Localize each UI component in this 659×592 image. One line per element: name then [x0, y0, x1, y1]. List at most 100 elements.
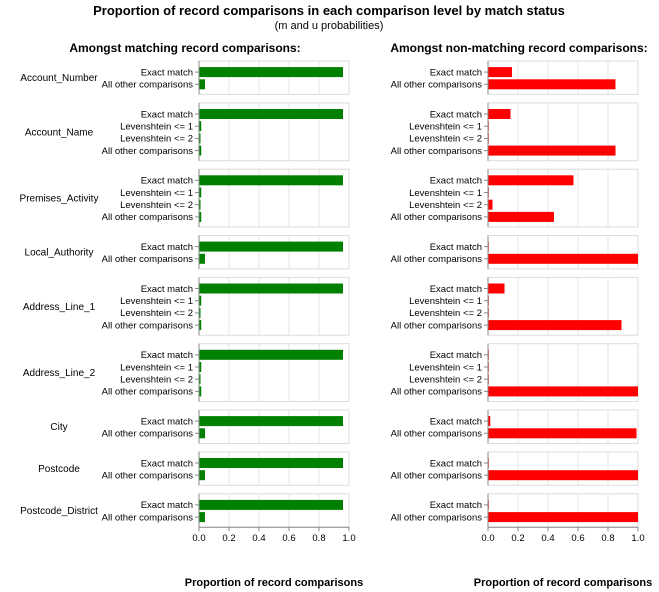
bar: [199, 79, 205, 90]
bar: [199, 187, 202, 198]
bar: [199, 283, 343, 294]
level-label: Levenshtein <= 1: [120, 188, 193, 199]
facet-frame: [198, 451, 350, 486]
level-label: Exact match: [430, 350, 482, 361]
bar: [488, 320, 622, 331]
bar: [199, 295, 202, 306]
bar: [199, 109, 343, 119]
level-label: Levenshtein <= 2: [120, 375, 193, 386]
level-label: Exact match: [141, 176, 193, 187]
level-label: All other comparisons: [391, 320, 483, 331]
panel-title-matching: Amongst matching record comparisons:: [69, 41, 300, 55]
bar: [199, 416, 343, 427]
bar: [199, 499, 343, 510]
level-label: Exact match: [141, 350, 193, 361]
facet-frame: [487, 235, 639, 270]
bar: [199, 428, 205, 439]
level-label: Levenshtein <= 2: [409, 375, 482, 386]
feature-label: Premises_Activity: [20, 194, 99, 205]
bar: [488, 211, 554, 222]
level-label: Exact match: [141, 458, 193, 469]
bar: [488, 470, 638, 481]
bar: [199, 349, 343, 360]
level-label: All other comparisons: [102, 80, 194, 91]
x-tick-label: 0.2: [511, 533, 524, 544]
bar: [199, 320, 202, 331]
bar: [199, 241, 343, 252]
facet-frame: [487, 60, 639, 95]
bar: [488, 145, 616, 156]
bar: [199, 175, 343, 186]
level-label: Exact match: [430, 176, 482, 187]
x-tick-label: 0.0: [192, 533, 205, 544]
level-label: Exact match: [430, 500, 482, 511]
level-label: Levenshtein <= 2: [120, 134, 193, 145]
feature-label: Account_Number: [20, 73, 98, 84]
bar: [199, 512, 205, 523]
level-label: Exact match: [141, 109, 193, 120]
x-tick-label: 0.0: [481, 533, 494, 544]
level-label: Exact match: [430, 284, 482, 295]
level-label: Exact match: [430, 109, 482, 120]
level-label: All other comparisons: [102, 387, 194, 398]
facet-frame: [198, 409, 350, 444]
bar: [199, 211, 202, 222]
bar: [488, 428, 637, 439]
level-label: Levenshtein <= 1: [120, 362, 193, 373]
x-tick-label: 0.6: [282, 533, 295, 544]
bar: [199, 253, 205, 264]
bar: [199, 307, 201, 318]
bar: [199, 133, 201, 144]
bar: [488, 67, 512, 78]
level-label: Exact match: [430, 416, 482, 427]
chart-title: Proportion of record comparisons in each…: [93, 3, 565, 18]
bar: [488, 175, 574, 186]
facet-frame: [487, 409, 639, 444]
feature-label: City: [50, 422, 67, 433]
level-label: Levenshtein <= 2: [409, 200, 482, 211]
bar: [488, 253, 638, 264]
facet-frame: [198, 493, 350, 528]
level-label: All other comparisons: [391, 80, 483, 91]
facet-frame: [487, 493, 639, 528]
x-tick-label: 0.2: [222, 533, 235, 544]
plot-area: Account_Number Exact match All other compa…: [20, 60, 645, 544]
feature-label: Account_Name: [25, 127, 94, 138]
bar: [488, 386, 638, 397]
level-label: All other comparisons: [102, 471, 194, 482]
level-label: Levenshtein <= 2: [120, 308, 193, 319]
level-label: Exact match: [430, 67, 482, 78]
x-tick-label: 1.0: [342, 533, 355, 544]
bar: [199, 199, 201, 210]
bar: [199, 145, 202, 156]
bar: [488, 109, 511, 119]
level-label: All other comparisons: [102, 429, 194, 440]
level-label: All other comparisons: [391, 429, 483, 440]
x-tick-label: 0.4: [541, 533, 554, 544]
bar: [488, 416, 491, 427]
x-axis-label-nonmatching: Proportion of record comparisons: [474, 577, 652, 589]
level-label: All other comparisons: [391, 146, 483, 157]
level-label: Exact match: [430, 458, 482, 469]
facet-frame: [198, 235, 350, 270]
level-label: Exact match: [141, 500, 193, 511]
bar: [488, 199, 493, 210]
level-label: Levenshtein <= 2: [409, 308, 482, 319]
feature-label: Local_Authority: [25, 248, 94, 259]
level-label: All other comparisons: [391, 471, 483, 482]
level-label: All other comparisons: [391, 212, 483, 223]
level-label: Levenshtein <= 1: [409, 122, 482, 133]
bar: [488, 512, 638, 523]
bar: [199, 121, 202, 132]
level-label: Levenshtein <= 1: [409, 188, 482, 199]
level-label: Exact match: [141, 67, 193, 78]
x-tick-label: 0.8: [601, 533, 614, 544]
level-label: Levenshtein <= 1: [120, 296, 193, 307]
level-label: Exact match: [430, 242, 482, 253]
bar: [199, 470, 205, 481]
facet-frame: [487, 451, 639, 486]
facet-frame: [198, 60, 350, 95]
bar: [199, 458, 343, 468]
level-label: All other comparisons: [391, 387, 483, 398]
feature-label: Postcode: [38, 464, 80, 475]
